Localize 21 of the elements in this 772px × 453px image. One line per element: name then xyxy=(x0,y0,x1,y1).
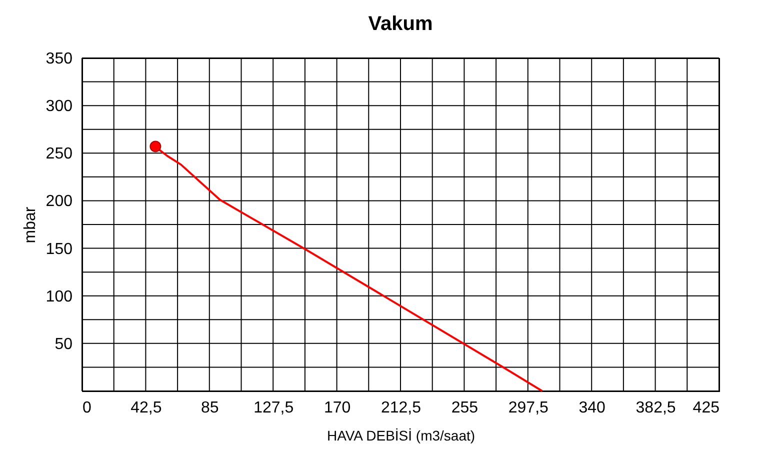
chart-title: Vakum xyxy=(368,13,433,35)
y-tick-label: 350 xyxy=(46,50,73,68)
y-tick-label: 300 xyxy=(46,98,73,116)
x-tick-label: 382,5 xyxy=(636,400,676,416)
x-tick-label: 255 xyxy=(451,400,478,416)
x-tick-label: 425 xyxy=(692,400,720,416)
y-tick-label: 150 xyxy=(46,240,73,258)
x-tick-label: 127,5 xyxy=(254,400,294,416)
y-tick-label: 100 xyxy=(46,288,73,306)
x-tick-label: 297,5 xyxy=(508,400,549,416)
y-tick-label: 200 xyxy=(46,193,73,210)
x-tick-label: 212,5 xyxy=(380,400,422,416)
x-tick-label: 42,5 xyxy=(130,400,162,416)
y-tick-label: 250 xyxy=(46,146,73,163)
y-tick-label: 50 xyxy=(54,336,73,353)
x-tick-label: 0 xyxy=(82,400,92,416)
y-axis-title: mbar xyxy=(22,206,39,244)
x-tick-label: 340 xyxy=(578,400,606,416)
x-tick-label: 170 xyxy=(324,400,351,416)
x-tick-label: 85 xyxy=(201,400,219,416)
x-axis-title: HAVA DEBİSİ (m3/saat) xyxy=(326,428,476,444)
